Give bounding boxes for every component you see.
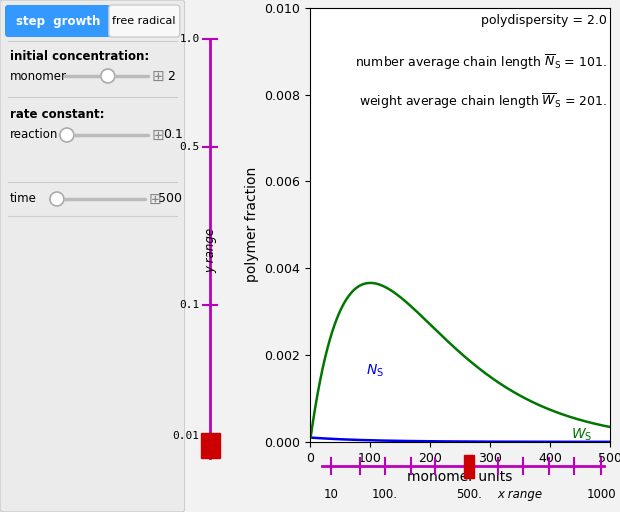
Text: weight average chain length $\overline{W}_\mathsf{S}$ = 201.: weight average chain length $\overline{W…: [359, 92, 607, 112]
Y-axis label: polymer fraction: polymer fraction: [245, 167, 259, 283]
Text: initial concentration:: initial concentration:: [10, 50, 149, 62]
Circle shape: [60, 128, 74, 142]
Text: $W_\mathsf{S}$: $W_\mathsf{S}$: [571, 427, 593, 443]
Text: 2: 2: [167, 70, 175, 82]
Text: monomer: monomer: [10, 70, 67, 82]
X-axis label: monomer units: monomer units: [407, 470, 513, 484]
Text: rate constant:: rate constant:: [10, 108, 105, 120]
Text: 0.01: 0.01: [172, 431, 200, 441]
Text: time: time: [10, 193, 37, 205]
Text: 1000: 1000: [587, 488, 616, 501]
Text: free radical: free radical: [112, 16, 175, 26]
Text: 0.5: 0.5: [179, 142, 200, 152]
Text: 100.: 100.: [372, 488, 398, 501]
Text: number average chain length $\overline{N}_\mathsf{S}$ = 101.: number average chain length $\overline{N…: [355, 53, 607, 72]
Text: polydispersity = 2.0: polydispersity = 2.0: [481, 14, 607, 27]
Text: 500: 500: [157, 193, 182, 205]
Text: 0.1: 0.1: [163, 129, 183, 141]
Text: y range: y range: [204, 228, 217, 273]
Text: step  growth: step growth: [16, 14, 100, 28]
Bar: [464, 455, 474, 478]
FancyBboxPatch shape: [0, 0, 185, 512]
Circle shape: [101, 69, 115, 83]
Text: ⊞: ⊞: [151, 127, 164, 142]
Text: reaction: reaction: [10, 129, 58, 141]
Text: $N_\mathsf{S}$: $N_\mathsf{S}$: [366, 362, 384, 379]
Text: 10: 10: [324, 488, 339, 501]
Bar: [201, 433, 219, 458]
Text: 0.1: 0.1: [179, 300, 200, 310]
Text: x range: x range: [497, 488, 542, 501]
FancyBboxPatch shape: [5, 5, 111, 37]
Text: ⊞: ⊞: [148, 191, 161, 206]
Circle shape: [50, 192, 64, 206]
FancyBboxPatch shape: [109, 5, 180, 37]
Text: 500.: 500.: [456, 488, 482, 501]
Text: 1.0: 1.0: [179, 34, 200, 44]
Text: ⊞: ⊞: [151, 69, 164, 83]
